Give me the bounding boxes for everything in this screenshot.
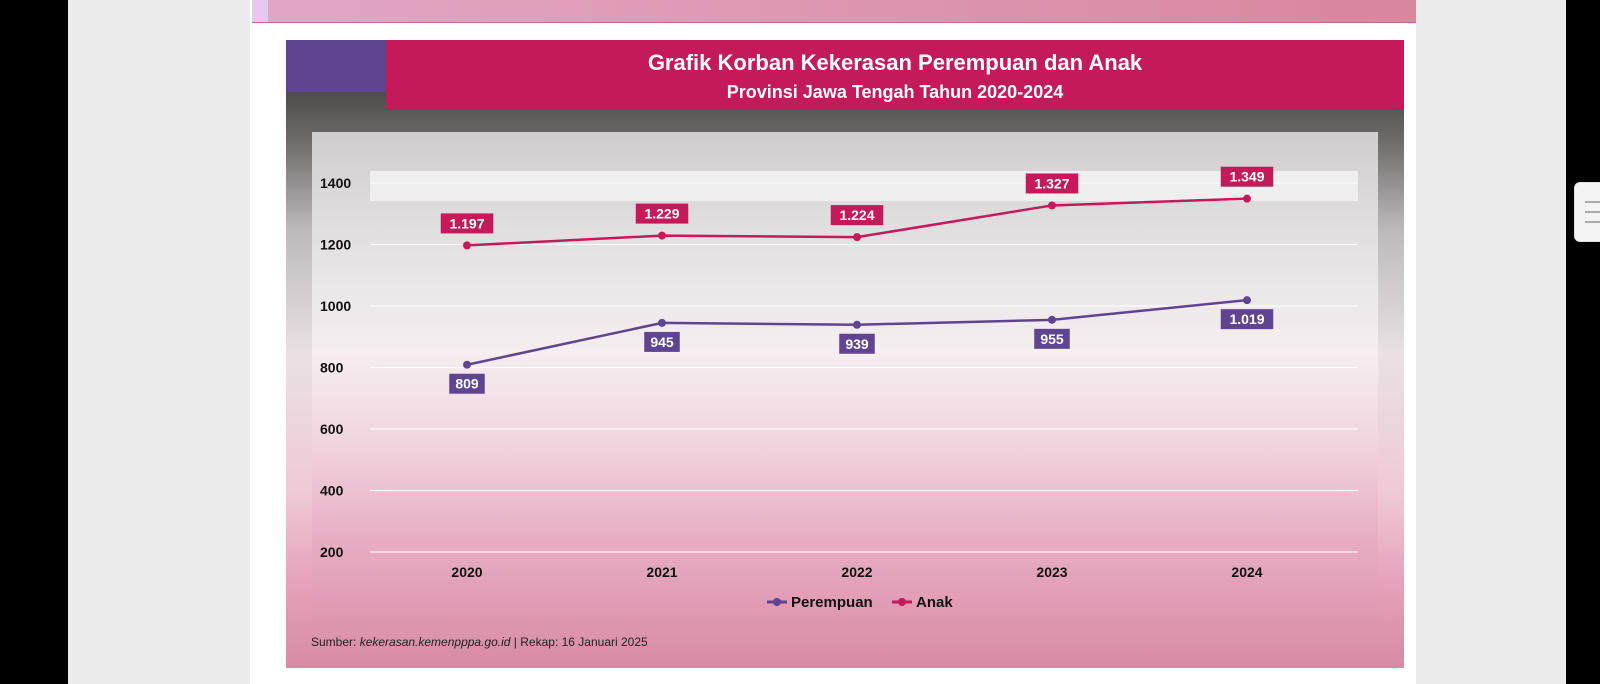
x-tick-label: 2024 [1231, 564, 1262, 580]
x-tick-label: 2022 [841, 564, 872, 580]
data-label: 1.019 [1229, 311, 1264, 327]
banner-accent [252, 0, 268, 22]
decorative-purple-block [286, 40, 386, 92]
data-label-box [839, 333, 875, 354]
data-point [1048, 315, 1056, 324]
x-tick-label: 2023 [1036, 564, 1067, 580]
source-prefix: Sumber: [311, 635, 360, 649]
top-banner [252, 0, 1416, 23]
data-point [1243, 194, 1251, 203]
data-label-box [440, 213, 494, 234]
data-label-box [1034, 328, 1070, 349]
top-grid-band [370, 171, 1358, 201]
infographic: Grafik Korban Kekerasan Perempuan dan An… [286, 40, 1404, 668]
data-label-box [1220, 166, 1274, 187]
data-label-box [1025, 173, 1079, 194]
data-label: 1.197 [449, 215, 484, 231]
data-point [463, 241, 471, 250]
right-black-border [1566, 0, 1600, 684]
y-tick-label: 400 [320, 483, 344, 499]
data-label-box [635, 203, 689, 224]
title-bar: Grafik Korban Kekerasan Perempuan dan An… [386, 40, 1404, 110]
data-label: 809 [455, 376, 479, 392]
menu-line-icon [1585, 211, 1600, 213]
data-point [658, 231, 666, 240]
legend-label: Anak [916, 594, 953, 611]
data-point [853, 320, 861, 329]
source-note: Sumber: kekerasan.kemenpppa.go.id | Reka… [311, 635, 648, 649]
menu-line-icon [1585, 221, 1600, 223]
x-tick-label: 2021 [646, 564, 677, 580]
y-tick-label: 1400 [320, 175, 351, 191]
data-label: 955 [1040, 331, 1064, 347]
x-tick-label: 2020 [451, 564, 482, 580]
side-menu-handle[interactable] [1574, 182, 1600, 242]
data-point [1048, 201, 1056, 210]
legend-label: Perempuan [791, 594, 873, 611]
data-label: 945 [650, 334, 674, 350]
source-link[interactable]: kekerasan.kemenpppa.go.id [359, 635, 511, 649]
y-tick-label: 200 [320, 544, 344, 560]
data-label-box [1220, 309, 1274, 330]
data-point [463, 360, 471, 369]
legend-marker [773, 598, 781, 606]
chart-panel: 200 400 600 800 1000 1200 1400 2020 2021 2022 2023… [312, 132, 1378, 622]
series-line-perempuan [466, 298, 1248, 366]
data-label: 1.327 [1034, 175, 1069, 191]
left-black-border [0, 0, 68, 684]
y-tick-label: 1000 [320, 298, 351, 314]
data-label-box [830, 205, 884, 226]
y-tick-label: 600 [320, 421, 344, 437]
data-point [1243, 296, 1251, 305]
data-label: 1.224 [839, 207, 874, 223]
line-chart: 200 400 600 800 1000 1200 1400 2020 2021 2022 2023… [320, 166, 1358, 611]
legend-marker [898, 598, 906, 606]
chart-title: Grafik Korban Kekerasan Perempuan dan An… [647, 50, 1143, 75]
chart-subtitle: Provinsi Jawa Tengah Tahun 2020-2024 [726, 82, 1064, 102]
source-suffix: | Rekap: 16 Januari 2025 [510, 635, 648, 649]
data-label-box [644, 331, 680, 352]
y-tick-label: 1200 [320, 237, 351, 253]
data-point [658, 318, 666, 327]
data-label: 1.349 [1229, 169, 1264, 185]
menu-line-icon [1585, 201, 1600, 203]
y-tick-label: 800 [320, 360, 344, 376]
data-label: 939 [845, 336, 869, 352]
data-label-box [449, 373, 485, 394]
data-point [853, 233, 861, 242]
data-label: 1.229 [644, 206, 679, 222]
